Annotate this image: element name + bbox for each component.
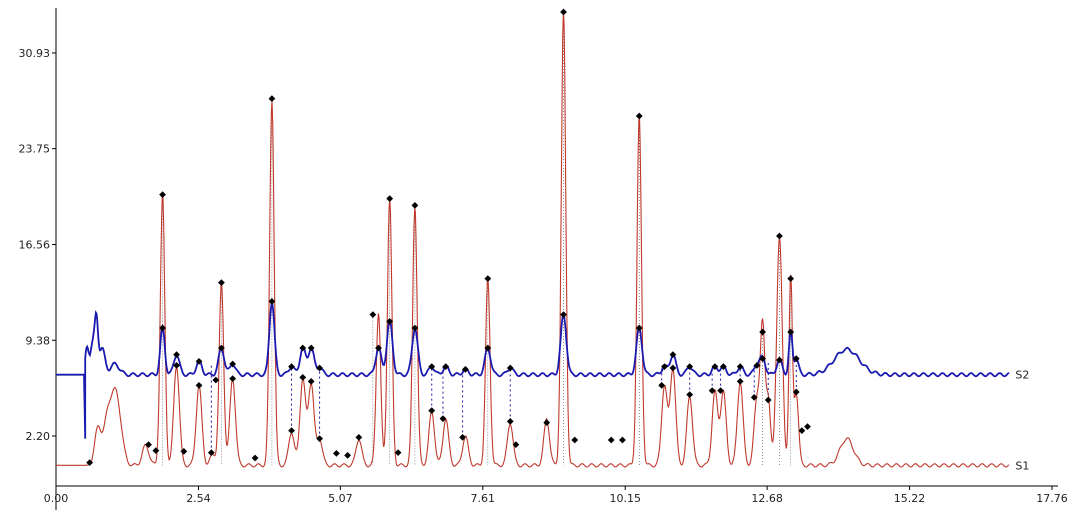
peak-marker-s2	[411, 324, 419, 332]
series-line-s1	[56, 10, 1010, 468]
peak-marker-s1	[145, 441, 152, 449]
peak-marker-s1	[411, 201, 419, 209]
series-lines	[56, 10, 1010, 468]
peak-marker-s1	[316, 435, 323, 443]
peak-markers	[86, 8, 811, 467]
x-tick-label: 2.54	[186, 492, 211, 505]
peak-marker-s2	[375, 344, 382, 352]
peak-marker-s2	[229, 360, 237, 368]
drop-lines	[162, 12, 797, 466]
peak-marker-s1	[218, 279, 225, 287]
peak-marker-s1	[717, 387, 724, 395]
peak-marker-s1	[229, 375, 237, 383]
peak-marker-s2	[686, 363, 694, 371]
series-label-s1: S1	[1015, 459, 1029, 472]
peak-marker-s1	[708, 387, 716, 395]
peak-marker-s1	[776, 232, 783, 240]
peak-marker-s1	[288, 427, 295, 435]
series-label-s2: S2	[1015, 369, 1029, 382]
peak-marker-s2	[299, 344, 307, 352]
peak-marker-s1	[804, 423, 811, 431]
axes	[52, 8, 1058, 510]
peak-marker-s1	[268, 95, 276, 103]
peak-marker-s1	[686, 391, 694, 399]
x-tick-label: 15.22	[894, 492, 926, 505]
peak-marker-s1	[459, 433, 466, 441]
x-tick-label: 12.68	[751, 492, 783, 505]
peak-marker-s2	[316, 364, 323, 372]
peak-marker-s2	[442, 363, 450, 371]
y-tick-label: 23.75	[19, 143, 51, 156]
peak-marker-s1	[355, 433, 363, 441]
peak-marker-s1	[619, 436, 626, 444]
x-tick-label: 0.00	[44, 492, 69, 505]
peak-marker-s1	[759, 328, 767, 336]
peak-marker-s1	[571, 436, 579, 444]
peak-marker-s2	[288, 363, 295, 371]
peak-marker-s2	[484, 344, 492, 352]
x-tick-label: 5.07	[328, 492, 353, 505]
peak-marker-s1	[798, 427, 806, 435]
series-line-s2	[56, 301, 1010, 439]
peak-marker-s2	[792, 355, 800, 363]
y-tick-label: 16.56	[19, 239, 51, 252]
peak-marker-s1	[669, 364, 677, 372]
peak-marker-s1	[195, 381, 203, 389]
peak-marker-s1	[386, 195, 394, 203]
peak-marker-s1	[560, 8, 567, 16]
x-tick-label: 7.61	[471, 492, 496, 505]
peak-marker-s1	[86, 459, 94, 467]
peak-marker-s1	[658, 381, 666, 389]
peak-marker-s2	[461, 365, 469, 373]
peak-marker-s1	[484, 275, 492, 283]
peak-marker-s2	[787, 328, 795, 336]
peak-marker-s1	[764, 396, 772, 404]
y-tick-label: 2.20	[26, 430, 51, 443]
peak-marker-s1	[251, 454, 259, 462]
peak-marker-s1	[635, 112, 643, 120]
peak-marker-s2	[506, 364, 514, 372]
peak-marker-s1	[506, 417, 514, 425]
peak-marker-s2	[635, 324, 643, 332]
peak-marker-s2	[218, 344, 225, 352]
peak-marker-s2	[776, 356, 783, 364]
peak-marker-s2	[159, 324, 166, 332]
tick-labels: 0.00 2.54 5.07 7.61 10.15 12.68 15.22 17.76 2.20…	[19, 47, 1068, 505]
peak-marker-s1	[607, 436, 615, 444]
peak-marker-s1	[543, 419, 551, 427]
peak-marker-s1	[736, 377, 744, 385]
peak-marker-s1	[207, 449, 215, 457]
peak-marker-s1	[792, 388, 800, 396]
peak-marker-s1	[344, 451, 352, 459]
peak-marker-s2	[753, 361, 761, 369]
peak-marker-s2	[307, 344, 315, 352]
peak-marker-s1	[299, 373, 307, 381]
peak-marker-s1	[212, 376, 220, 384]
peak-marker-s1	[428, 407, 436, 415]
peak-marker-s1	[152, 447, 160, 455]
peak-marker-s2	[173, 351, 180, 359]
peak-marker-s1	[333, 449, 340, 457]
peak-marker-s1	[307, 377, 315, 385]
x-tick-label: 10.15	[609, 492, 641, 505]
y-tick-label: 30.93	[19, 47, 51, 60]
peak-marker-s1	[180, 447, 188, 455]
peak-marker-s1	[159, 191, 166, 199]
peak-marker-s1	[369, 311, 377, 319]
peak-marker-s2	[560, 311, 567, 319]
peak-marker-s1	[787, 275, 795, 283]
y-tick-label: 9.38	[26, 334, 51, 347]
peak-marker-s2	[195, 357, 203, 365]
x-tick-label: 17.76	[1036, 492, 1068, 505]
